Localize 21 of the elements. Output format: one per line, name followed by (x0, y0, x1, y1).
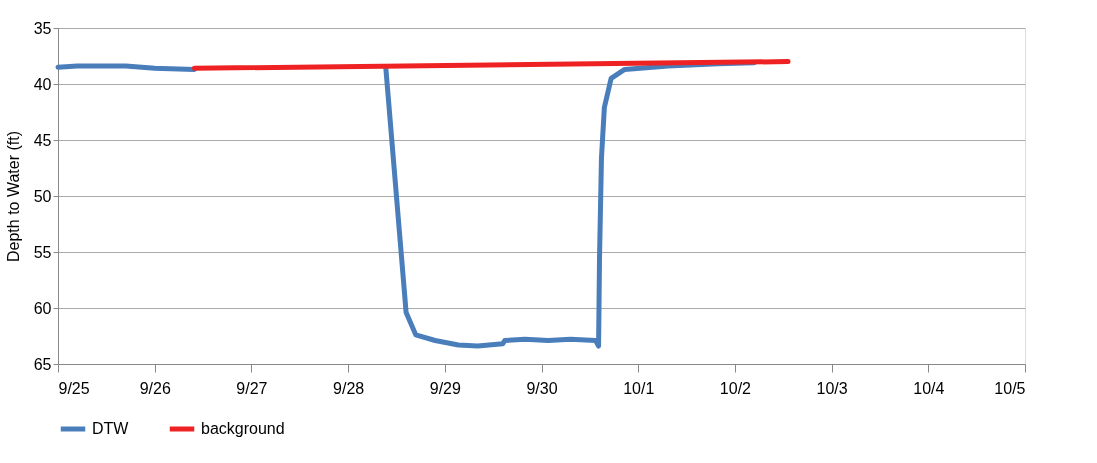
x-tick-label: 10/5 (994, 379, 1026, 397)
legend-label: DTW (92, 420, 130, 437)
x-tick-label: 9/25 (58, 379, 90, 397)
x-tick-label: 9/29 (429, 379, 461, 397)
x-tick-label: 10/2 (719, 379, 752, 397)
y-axis-title: Depth to Water (ft) (4, 131, 22, 262)
x-tick-label: 10/1 (623, 379, 655, 397)
y-tick-label: 65 (33, 355, 52, 373)
legend-label: background (201, 420, 285, 437)
y-tick-label: 40 (33, 75, 52, 93)
y-tick-label: 50 (33, 187, 52, 205)
y-tick-label: 60 (33, 299, 52, 317)
y-tick-label: 45 (33, 131, 52, 149)
x-tick-label: 10/4 (913, 379, 945, 397)
x-tick-label: 10/3 (816, 379, 848, 397)
x-tick-label: 9/28 (333, 379, 365, 397)
y-tick-label: 55 (33, 243, 52, 261)
x-tick-label: 9/30 (526, 379, 558, 397)
x-tick-label: 9/27 (236, 379, 268, 397)
x-tick-label: 9/26 (139, 379, 171, 397)
y-tick-label: 35 (33, 19, 52, 37)
